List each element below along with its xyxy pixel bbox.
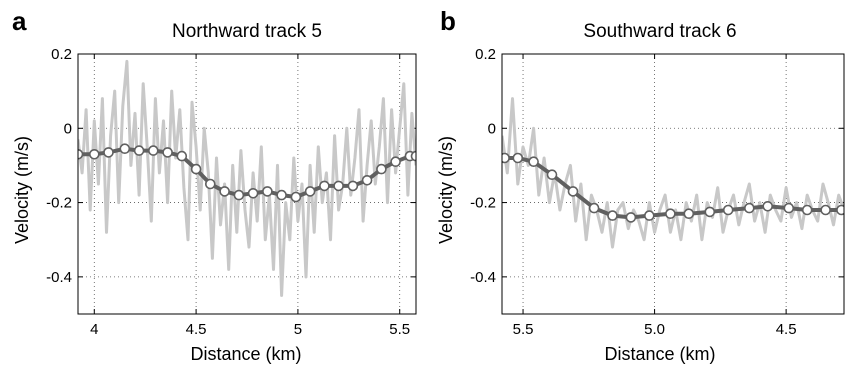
data-point-marker <box>607 210 618 221</box>
panel-letter: b <box>440 6 456 36</box>
plot-area: 5.5 5.0 4.5 0.2 0 -0.2 -0.4 <box>470 46 845 338</box>
data-point-marker <box>333 180 344 192</box>
data-point-marker <box>148 145 159 156</box>
panel-letter: a <box>12 6 27 36</box>
plot-area: 4 4.5 5 5.5 0.2 0 -0.2 -0.4 <box>46 46 417 338</box>
data-point-marker <box>528 156 539 167</box>
x-tick-label: 5.5 <box>513 321 534 338</box>
data-point-marker <box>390 156 401 167</box>
data-point-marker <box>347 180 359 192</box>
data-point-marker <box>119 143 131 154</box>
y-tick-label: -0.4 <box>470 269 496 286</box>
data-point-marker <box>625 212 637 223</box>
axes-frame <box>77 53 417 315</box>
data-point-marker <box>304 186 316 197</box>
axes-frame <box>501 53 845 315</box>
data-point-marker <box>801 204 813 216</box>
data-point-marker <box>319 180 330 192</box>
data-point-marker <box>233 189 245 201</box>
x-tick-label: 4.5 <box>186 321 207 338</box>
y-tick-label: 0.2 <box>475 46 496 63</box>
data-point-marker <box>665 208 676 219</box>
data-point-marker <box>276 189 287 201</box>
data-point-marker <box>376 163 387 175</box>
y-tick-label: -0.2 <box>46 195 72 212</box>
x-tick-label: 4 <box>90 321 98 338</box>
data-point-marker <box>78 149 84 160</box>
raw-velocity-line <box>78 59 416 297</box>
data-point-marker <box>722 204 734 216</box>
chart-title: Southward track 6 <box>583 21 736 42</box>
data-point-marker <box>743 202 755 214</box>
data-layer <box>502 97 844 249</box>
y-tick-label: 0 <box>64 120 72 137</box>
plot-background <box>502 54 844 314</box>
data-point-marker <box>502 152 510 164</box>
data-point-marker <box>205 178 216 190</box>
x-tick-label: 5.0 <box>644 321 665 338</box>
data-point-marker <box>567 186 579 197</box>
data-point-marker <box>89 149 100 160</box>
x-axis-label: Distance (km) <box>604 344 715 364</box>
data-point-marker <box>546 169 558 180</box>
data-point-marker <box>762 201 774 212</box>
data-point-marker <box>683 208 695 219</box>
data-point-marker <box>820 204 831 216</box>
data-point-marker <box>290 191 302 203</box>
data-point-marker <box>704 206 716 218</box>
data-point-marker <box>836 204 844 216</box>
data-point-marker <box>361 175 373 186</box>
data-point-marker <box>176 150 188 162</box>
y-tick-label: -0.2 <box>470 195 496 212</box>
x-tick-label: 5 <box>294 321 302 338</box>
data-point-marker <box>262 186 273 197</box>
x-tick-label: 5.5 <box>389 321 410 338</box>
panel-a: a Northward track 5 Distance (km) Veloci… <box>12 6 417 364</box>
x-axis-label: Distance (km) <box>190 344 301 364</box>
panel-b: b Southward track 6 Distance (km) Veloci… <box>436 6 845 364</box>
data-point-marker <box>410 150 416 162</box>
y-tick-label: -0.4 <box>46 269 72 286</box>
data-point-marker <box>219 186 230 197</box>
data-point-marker <box>588 202 600 214</box>
data-point-marker <box>783 202 795 214</box>
data-layer <box>78 59 416 297</box>
y-tick-label: 0.2 <box>51 46 72 63</box>
data-point-marker <box>162 147 173 158</box>
data-point-marker <box>103 147 114 158</box>
y-axis-label: Velocity (m/s) <box>436 136 456 244</box>
raw-velocity-line <box>502 97 844 249</box>
chart-title: Northward track 5 <box>172 21 322 42</box>
data-point-marker <box>247 188 259 199</box>
x-tick-label: 4.5 <box>776 321 797 338</box>
data-point-marker <box>512 152 524 164</box>
y-axis-label: Velocity (m/s) <box>12 136 32 244</box>
data-point-marker <box>190 163 202 175</box>
data-point-marker <box>643 210 655 221</box>
data-point-marker <box>133 145 145 156</box>
y-tick-label: 0 <box>488 120 496 137</box>
